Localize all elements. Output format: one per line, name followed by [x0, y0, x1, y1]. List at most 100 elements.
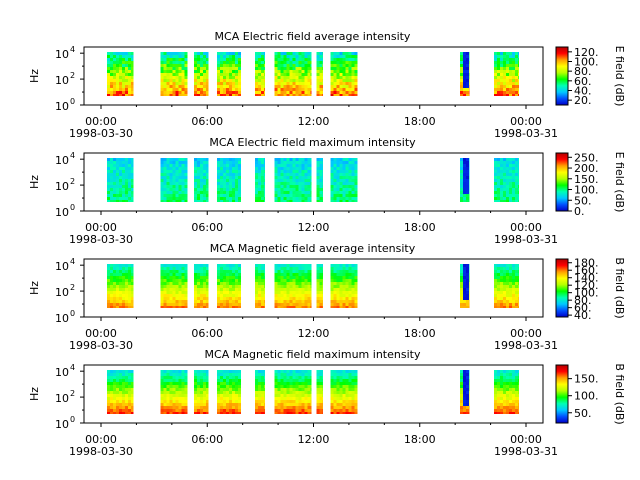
colorbar-tick-label: 120. [574, 46, 599, 59]
data-interval-block [316, 264, 324, 308]
colorbar-gradient [555, 364, 569, 424]
data-interval-block [107, 264, 134, 308]
data-interval-block [459, 158, 470, 202]
y-tick-exponent: 0 [70, 203, 75, 212]
colorbar-tick-label: 150. [574, 373, 599, 386]
y-tick-exponent: 2 [70, 283, 75, 292]
colorbar-tick-label: 50. [574, 407, 592, 420]
colorbar: 50. 100. 150. B field (dB) [555, 363, 626, 425]
y-tick-label: 10 [55, 286, 69, 299]
x-tick-label: 12:00 [298, 115, 330, 128]
x-tick-label: 06:00 [191, 115, 223, 128]
x-tick-label: 00:00 [510, 221, 542, 234]
data-interval-block [274, 264, 312, 308]
x-date-label-end: 1998-03-31 [494, 445, 558, 458]
data-interval-block [330, 52, 358, 96]
data-interval-block [216, 52, 241, 96]
data-interval-block [316, 370, 324, 414]
y-axis-label: Hz [28, 281, 41, 295]
spectrogram-data [107, 52, 520, 96]
data-interval-block [160, 264, 188, 308]
colorbar-tick-label: 50. [574, 194, 592, 207]
colorbar-tick-label: 160. [574, 264, 599, 277]
y-tick-label: 10 [55, 154, 69, 167]
data-interval-block [255, 52, 265, 96]
data-interval-block [274, 370, 312, 414]
colorbar-tick-label: 180. [574, 257, 599, 270]
data-interval-block [107, 158, 134, 202]
data-interval-block [330, 158, 358, 202]
data-interval-block [316, 52, 324, 96]
y-tick-exponent: 0 [70, 97, 75, 106]
y-tick-label: 10 [55, 48, 69, 61]
panel-title: MCA Magnetic field maximum intensity [205, 348, 421, 361]
colorbar-tick-label: 80. [574, 294, 592, 307]
x-date-label-end: 1998-03-31 [494, 127, 558, 140]
x-tick-label: 00:00 [85, 115, 117, 128]
spectrogram-panel-3: MCA Magnetic field average intensity Hz 10… [28, 242, 626, 352]
colorbar: 0.50.100.150.200.250. E field (dB) [555, 151, 626, 218]
x-tick-label: 06:00 [191, 221, 223, 234]
y-tick-label: 10 [55, 180, 69, 193]
y-tick-exponent: 2 [70, 71, 75, 80]
x-date-label-end: 1998-03-31 [494, 339, 558, 352]
y-axis-label: Hz [28, 387, 41, 401]
x-tick-label: 18:00 [404, 115, 436, 128]
colorbar-label: B field (dB) [613, 257, 626, 318]
y-tick-label: 10 [55, 418, 69, 431]
colorbar-tick-label: 100. [574, 287, 599, 300]
y-tick-label: 10 [55, 260, 69, 273]
data-interval-block [216, 264, 241, 308]
data-interval-block [330, 264, 358, 308]
data-interval-block [274, 52, 312, 96]
data-interval-block [255, 158, 265, 202]
x-tick-label: 00:00 [85, 327, 117, 340]
data-interval-block [194, 370, 209, 414]
colorbar: 20.40.60.80.100.120. E field (dB) [555, 46, 626, 107]
axes-frame [83, 364, 544, 424]
y-tick-exponent: 0 [70, 309, 75, 318]
data-interval-block [216, 158, 241, 202]
x-date-label-start: 1998-03-30 [69, 127, 133, 140]
colorbar-tick-label: 100. [574, 184, 599, 197]
x-date-label-start: 1998-03-30 [69, 339, 133, 352]
colorbar-tick-label: 120. [574, 279, 599, 292]
x-tick-label: 06:00 [191, 433, 223, 446]
colorbar-tick-label: 100. [574, 390, 599, 403]
colorbar-tick-label: 60. [574, 75, 592, 88]
x-tick-label: 12:00 [298, 327, 330, 340]
y-axis-label: Hz [28, 175, 41, 189]
colorbar-tick-label: 250. [574, 151, 599, 164]
data-interval-block [107, 52, 134, 96]
colorbar-tick-label: 100. [574, 56, 599, 69]
axes-frame [83, 46, 544, 106]
y-tick-label: 10 [55, 100, 69, 113]
colorbar-tick-label: 40. [574, 309, 592, 322]
spectrogram-data [107, 370, 520, 414]
colorbar-tick-label: 20. [574, 94, 592, 107]
x-tick-label: 00:00 [510, 115, 542, 128]
data-interval-block [194, 264, 209, 308]
data-interval-block [459, 370, 470, 414]
axes-frame [83, 152, 544, 212]
colorbar-gradient [555, 152, 569, 212]
colorbar-tick-label: 80. [574, 65, 592, 78]
x-tick-label: 00:00 [510, 433, 542, 446]
panel-title: MCA Electric field average intensity [215, 30, 411, 43]
panel-title: MCA Electric field maximum intensity [209, 136, 416, 149]
x-tick-label: 06:00 [191, 327, 223, 340]
y-tick-label: 10 [55, 206, 69, 219]
data-interval-block [160, 52, 188, 96]
colorbar-label: B field (dB) [613, 363, 626, 424]
colorbar-tick-label: 140. [574, 272, 599, 285]
colorbar-tick-label: 200. [574, 162, 599, 175]
x-tick-label: 18:00 [404, 221, 436, 234]
x-date-label-end: 1998-03-31 [494, 233, 558, 246]
colorbar-gradient [555, 46, 569, 106]
data-interval-block [274, 158, 312, 202]
spectrogram-panel-4: MCA Magnetic field maximum intensity Hz 10… [28, 348, 626, 458]
panel-title: MCA Magnetic field average intensity [210, 242, 416, 255]
y-tick-exponent: 4 [70, 45, 75, 54]
data-interval-block [494, 264, 520, 308]
data-interval-block [255, 370, 265, 414]
